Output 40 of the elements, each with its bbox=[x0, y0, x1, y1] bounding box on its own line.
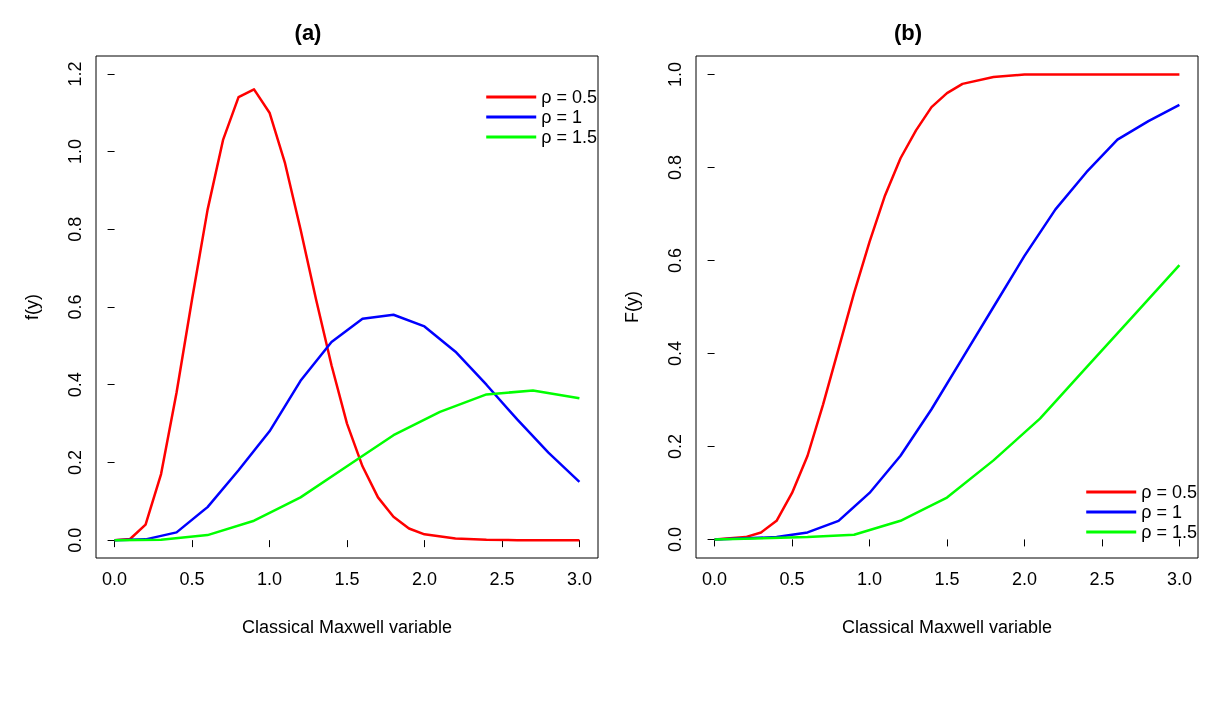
y-tick-label: 1.2 bbox=[65, 61, 85, 87]
x-tick-label: 2.0 bbox=[411, 569, 437, 589]
x-tick-label: 1.5 bbox=[334, 569, 360, 589]
legend-label: ρ = 1.5 bbox=[1141, 522, 1198, 542]
y-tick-label: 0.8 bbox=[665, 155, 685, 181]
line-series bbox=[113, 389, 581, 542]
legend-label: ρ = 0.5 bbox=[541, 87, 598, 107]
x-tick-label: 0.5 bbox=[779, 569, 805, 589]
y-tick-label: 0.8 bbox=[65, 216, 85, 242]
legend-label: ρ = 0.5 bbox=[1141, 482, 1198, 502]
y-tick-label: 1.0 bbox=[65, 139, 85, 165]
legend-label: ρ = 1 bbox=[1141, 502, 1182, 522]
y-tick-label: 0.6 bbox=[665, 248, 685, 274]
x-tick-label: 1.0 bbox=[857, 569, 883, 589]
y-tick-label: 0.2 bbox=[65, 449, 85, 475]
y-tick-label: 0.2 bbox=[665, 433, 685, 459]
legend-label: ρ = 1.5 bbox=[541, 127, 598, 147]
x-tick-label: 1.0 bbox=[257, 569, 283, 589]
y-tick-label: 0.4 bbox=[65, 372, 85, 398]
chart-title: (b) bbox=[893, 19, 923, 45]
x-tick-label: 3.0 bbox=[1166, 569, 1192, 589]
y-tick-label: 0.6 bbox=[65, 294, 85, 320]
x-axis-title: Classical Maxwell variable bbox=[241, 617, 453, 637]
x-tick-label: 0.5 bbox=[179, 569, 205, 589]
y-axis-title: F(y) bbox=[622, 291, 642, 323]
y-tick-label: 1.0 bbox=[665, 62, 685, 88]
chart-title: (a) bbox=[294, 19, 322, 45]
x-tick-label: 0.0 bbox=[102, 569, 128, 589]
y-tick-label: 0.0 bbox=[65, 527, 85, 553]
x-tick-label: 2.5 bbox=[489, 569, 515, 589]
x-tick-label: 2.0 bbox=[1011, 569, 1037, 589]
x-tick-label: 2.5 bbox=[1089, 569, 1115, 589]
legend-label: ρ = 1 bbox=[541, 107, 582, 127]
x-axis-title: Classical Maxwell variable bbox=[841, 617, 1053, 637]
x-tick-label: 0.0 bbox=[702, 569, 728, 589]
x-tick-label: 1.5 bbox=[934, 569, 960, 589]
x-tick-label: 3.0 bbox=[566, 569, 592, 589]
y-axis-title: f(y) bbox=[22, 294, 42, 320]
y-tick-label: 0.4 bbox=[665, 340, 685, 366]
y-tick-label: 0.0 bbox=[665, 526, 685, 552]
